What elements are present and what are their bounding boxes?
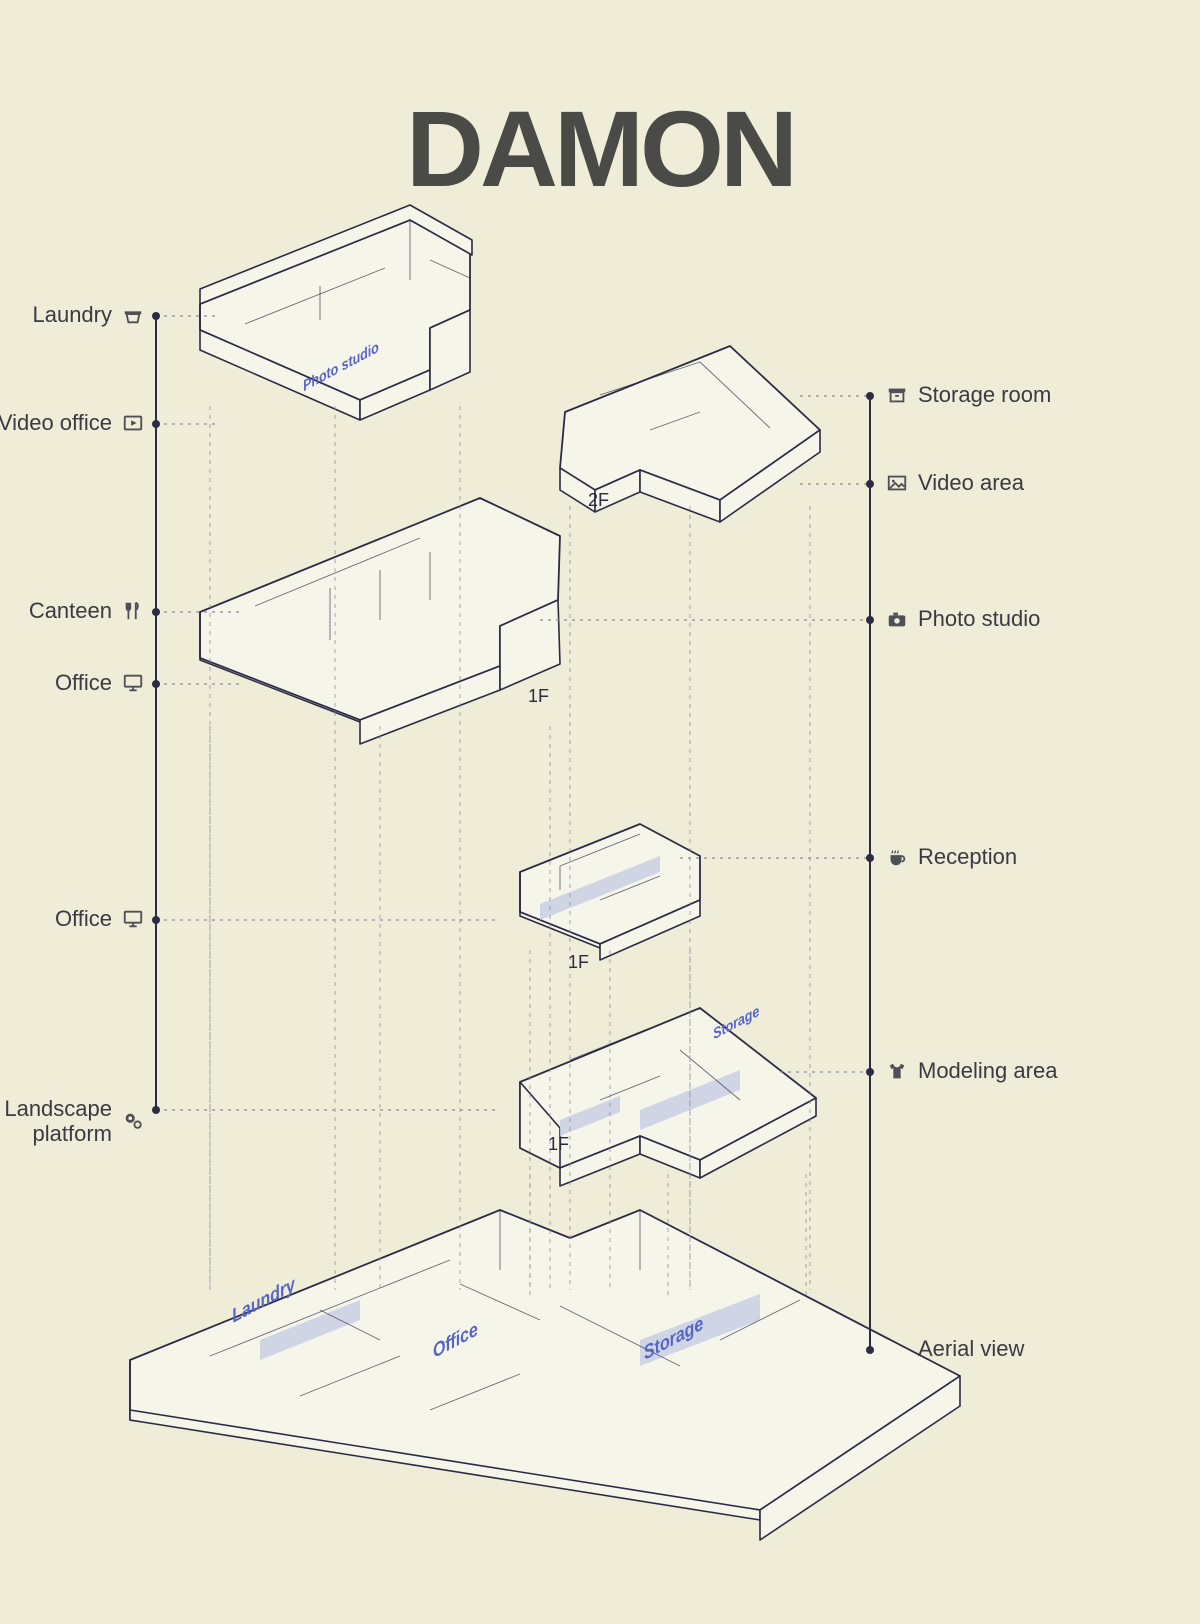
camera-icon <box>884 606 910 632</box>
cutlery-icon <box>120 598 146 624</box>
label-modeling: Modeling area <box>884 1058 1057 1084</box>
play-icon <box>120 410 146 436</box>
axis-dot <box>866 1346 874 1354</box>
label-photo-studio: Photo studio <box>884 606 1040 632</box>
none-icon <box>884 1336 910 1362</box>
label-office-1: Office <box>55 670 146 696</box>
label-text: Office <box>55 906 112 932</box>
label-text: Photo studio <box>918 606 1040 632</box>
label-text: Office <box>55 670 112 696</box>
monitor-icon <box>120 906 146 932</box>
building-aerial <box>130 1210 960 1540</box>
label-text: Canteen <box>29 598 112 624</box>
axis-dot <box>152 680 160 688</box>
label-text: Modeling area <box>918 1058 1057 1084</box>
image-icon <box>884 470 910 496</box>
axis-dot <box>152 312 160 320</box>
diagram-svg <box>0 0 1200 1624</box>
basket-icon <box>120 302 146 328</box>
axis-dot <box>866 616 874 624</box>
axis-dot <box>152 916 160 924</box>
label-text: Landscapeplatform <box>4 1096 112 1147</box>
buildings <box>130 205 960 1540</box>
label-reception: Reception <box>884 844 1017 870</box>
label-text: Laundry <box>32 302 112 328</box>
floor-label: 1F <box>528 686 549 707</box>
axis-dot <box>866 392 874 400</box>
floor-label: 2F <box>588 490 609 511</box>
label-text: Aerial view <box>918 1336 1024 1362</box>
label-video-area: Video area <box>884 470 1024 496</box>
building-mid-long <box>200 498 560 744</box>
building-modeling-tri <box>520 1008 816 1186</box>
archive-icon <box>884 382 910 408</box>
label-text: Video office <box>0 410 112 436</box>
axis-dot <box>152 608 160 616</box>
label-landscape: Landscapeplatform <box>4 1096 146 1147</box>
axis-dot <box>152 420 160 428</box>
label-canteen: Canteen <box>29 598 146 624</box>
building-top-left-L <box>200 205 472 420</box>
map-pin-icon <box>120 1108 146 1134</box>
floor-label: 1F <box>568 952 589 973</box>
floor-label: 1F <box>548 1134 569 1155</box>
cup-icon <box>884 844 910 870</box>
label-text: Storage room <box>918 382 1051 408</box>
axis-dot <box>866 480 874 488</box>
label-storage-room: Storage room <box>884 382 1051 408</box>
label-text: Reception <box>918 844 1017 870</box>
axis-dot <box>866 854 874 862</box>
tshirt-icon <box>884 1058 910 1084</box>
label-text: Video area <box>918 470 1024 496</box>
monitor-icon <box>120 670 146 696</box>
label-office-2: Office <box>55 906 146 932</box>
axis-dot <box>152 1106 160 1114</box>
label-laundry: Laundry <box>32 302 146 328</box>
axis-dot <box>866 1068 874 1076</box>
label-aerial: Aerial view <box>884 1336 1024 1362</box>
label-video-office: Video office <box>0 410 146 436</box>
building-reception-block <box>520 824 700 960</box>
